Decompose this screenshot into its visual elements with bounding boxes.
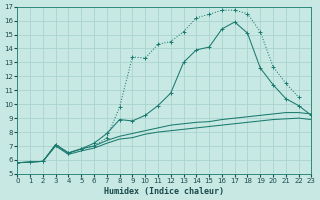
X-axis label: Humidex (Indice chaleur): Humidex (Indice chaleur) bbox=[104, 187, 224, 196]
